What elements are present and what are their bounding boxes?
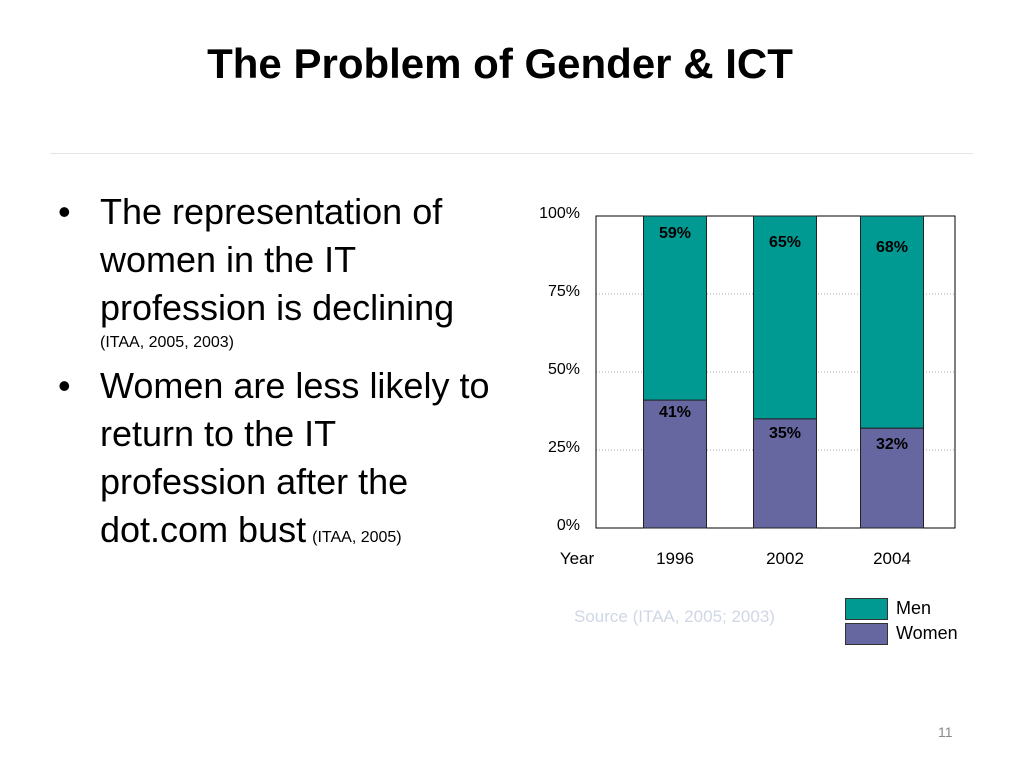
y-tick-label: 100%	[539, 205, 580, 222]
page-number: 11	[938, 724, 953, 740]
bullet-dot: •	[58, 365, 71, 406]
bullet-item: • Women are less likely to return to the…	[58, 362, 508, 554]
slide-title: The Problem of Gender & ICT	[207, 40, 793, 87]
bullet-text: Women are less likely to return to the I…	[100, 365, 490, 550]
bar-men-2004	[860, 215, 924, 429]
data-label: 41%	[659, 404, 691, 421]
bar-women-2004	[860, 427, 924, 529]
bullet-item: • The representation of women in the IT …	[58, 188, 508, 354]
bar-men-1996	[643, 215, 707, 401]
x-tick-label: 2002	[766, 549, 804, 568]
bar-women-2002	[753, 418, 817, 529]
legend-swatch-men	[845, 597, 888, 620]
data-label: 65%	[769, 234, 801, 251]
bullet-citation: (ITAA, 2005, 2003)	[100, 334, 234, 351]
stacked-bar-chart: 0% 25% 50% 75% 100% 41% 59% 1996 35% 65% 2002 32% 68…	[539, 205, 956, 568]
legend-label-men: Men	[896, 598, 932, 618]
legend-item-men: Men	[845, 596, 958, 621]
data-label: 59%	[659, 225, 691, 242]
y-tick-label: 50%	[548, 361, 580, 378]
data-label: 35%	[769, 425, 801, 442]
data-label: 32%	[876, 436, 908, 453]
data-label: 68%	[876, 239, 908, 256]
bullet-dot: •	[58, 191, 71, 232]
x-axis-label: Year	[560, 549, 595, 568]
legend-swatch-women	[845, 622, 888, 645]
title-divider	[50, 153, 973, 154]
y-tick-label: 0%	[557, 517, 580, 534]
x-tick-label: 1996	[656, 549, 694, 568]
bullet-text-wrap: Women are less likely to return to the I…	[100, 362, 508, 554]
source-note: Source (ITAA, 2005; 2003)	[574, 607, 775, 626]
bar-men-2002	[753, 215, 817, 420]
bullet-text: The representation of women in the IT pr…	[100, 191, 455, 328]
bullet-citation: (ITAA, 2005)	[312, 529, 402, 546]
x-tick-label: 2004	[873, 549, 911, 568]
legend-label-women: Women	[896, 623, 958, 643]
y-tick-label: 75%	[548, 283, 580, 300]
bullet-list: • The representation of women in the IT …	[58, 188, 508, 562]
y-tick-label: 25%	[548, 439, 580, 456]
legend-item-women: Women	[845, 621, 958, 646]
chart-legend: Men Women	[845, 596, 958, 646]
